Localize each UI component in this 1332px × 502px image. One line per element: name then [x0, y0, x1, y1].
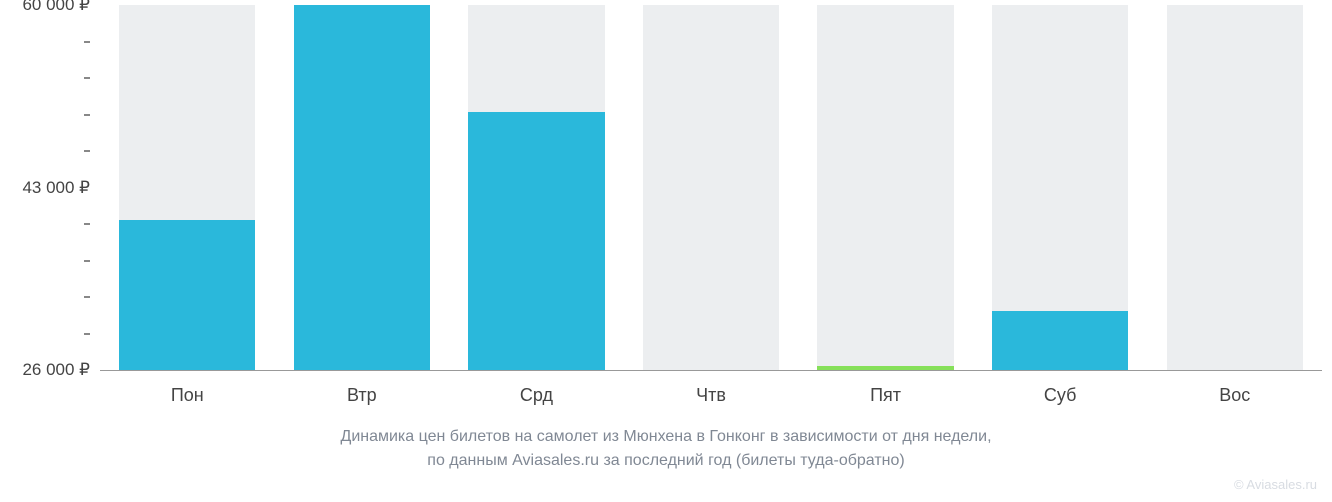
y-axis-minor-tick	[84, 296, 90, 298]
bar-background	[643, 5, 779, 370]
bar-slot	[294, 5, 430, 370]
plot-area	[100, 5, 1322, 370]
y-axis-label: 43 000 ₽	[22, 178, 90, 198]
y-axis: 26 000 ₽43 000 ₽60 000 ₽	[0, 0, 100, 370]
bar-fill	[119, 220, 255, 370]
x-axis-label: Пят	[870, 385, 901, 406]
x-axis-label: Срд	[520, 385, 553, 406]
y-axis-minor-tick	[84, 114, 90, 116]
y-axis-minor-tick	[84, 260, 90, 262]
caption-line-2: по данным Aviasales.ru за последний год …	[0, 449, 1332, 473]
bar-fill	[992, 311, 1128, 370]
x-axis-label: Чтв	[696, 385, 726, 406]
x-axis-label: Вос	[1219, 385, 1250, 406]
baseline	[100, 370, 1322, 371]
bar-slot	[817, 5, 953, 370]
bar-slot	[992, 5, 1128, 370]
chart-caption: Динамика цен билетов на самолет из Мюнхе…	[0, 425, 1332, 473]
bar-fill	[294, 5, 430, 370]
y-axis-minor-tick	[84, 223, 90, 225]
bar-fill	[468, 112, 604, 370]
y-axis-label: 60 000 ₽	[22, 0, 90, 15]
y-axis-minor-tick	[84, 150, 90, 152]
watermark: © Aviasales.ru	[1234, 477, 1317, 492]
y-axis-minor-tick	[84, 41, 90, 43]
x-axis-label: Пон	[171, 385, 204, 406]
x-axis-label: Суб	[1044, 385, 1077, 406]
y-axis-minor-tick	[84, 77, 90, 79]
price-chart: 26 000 ₽ 43 000 ₽ 60 000 ₽ Пон Втр Срд Чтв Пят…	[0, 0, 1332, 502]
bar-slot	[119, 5, 255, 370]
caption-line-1: Динамика цен билетов на самолет из Мюнхе…	[0, 425, 1332, 449]
bar-slot	[643, 5, 779, 370]
bar-slot	[1167, 5, 1303, 370]
bar-background	[1167, 5, 1303, 370]
y-axis-minor-tick	[84, 333, 90, 335]
y-axis-label: 26 000 ₽	[22, 360, 90, 380]
x-axis-labels: Пон Втр Срд Чтв Пят Суб Вос	[100, 380, 1322, 410]
bar-background	[817, 5, 953, 370]
bar-slot	[468, 5, 604, 370]
x-axis-label: Втр	[347, 385, 377, 406]
